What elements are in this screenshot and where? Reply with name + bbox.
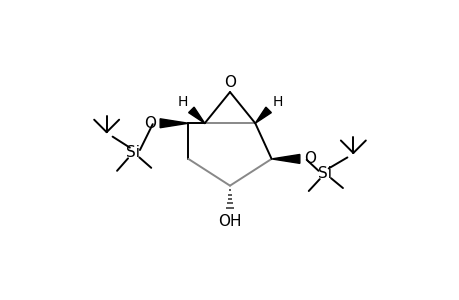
- Text: O: O: [304, 152, 316, 166]
- Text: O: O: [143, 116, 155, 131]
- Polygon shape: [271, 154, 299, 164]
- Polygon shape: [160, 119, 188, 128]
- Text: H: H: [272, 95, 282, 109]
- Polygon shape: [188, 107, 204, 123]
- Text: O: O: [224, 75, 235, 90]
- Text: Si: Si: [318, 166, 331, 181]
- Text: H: H: [177, 95, 187, 109]
- Polygon shape: [255, 107, 271, 123]
- Text: OH: OH: [218, 214, 241, 229]
- Text: Si: Si: [126, 146, 140, 160]
